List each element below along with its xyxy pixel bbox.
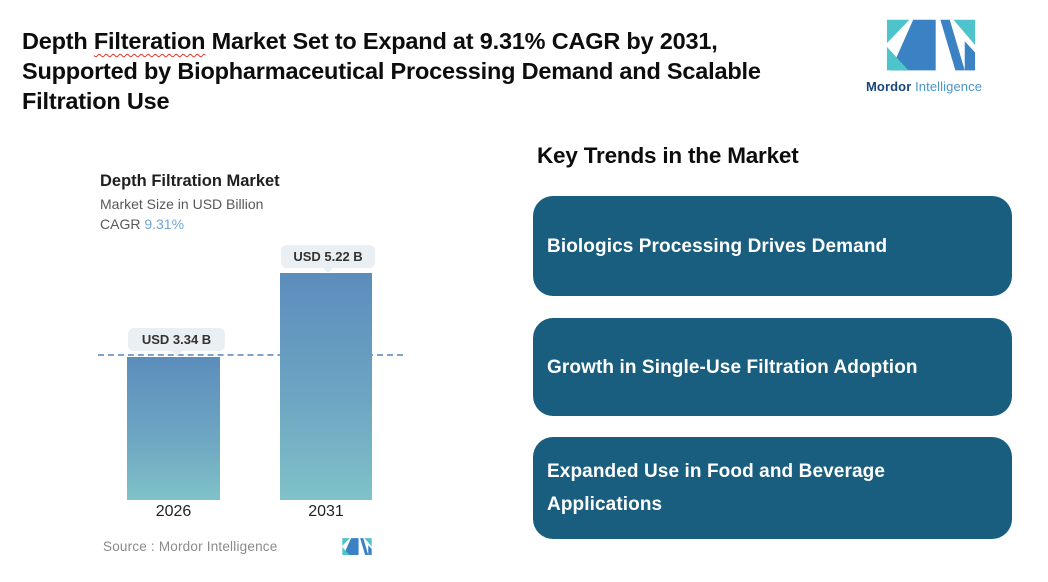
trend-card-food-beverage: Expanded Use in Food and Beverage Applic…	[533, 437, 1012, 539]
x-axis-label-2031: 2031	[308, 503, 344, 520]
page-title: Depth Filteration Market Set to Expand a…	[22, 26, 880, 116]
trend-card-text: Expanded Use in Food and Beverage Applic…	[547, 461, 885, 515]
page-title-line1: Depth Filteration Market Set to Expand a…	[22, 26, 880, 56]
bar-2031	[280, 273, 372, 500]
trend-card-biologics: Biologics Processing Drives Demand	[533, 196, 1012, 296]
chart-cagr: CAGR 9.31%	[100, 216, 184, 232]
logo-brand-light: Intelligence	[915, 79, 983, 94]
chart-subtitle: Market Size in USD Billion	[100, 196, 264, 212]
trend-card-text: Biologics Processing Drives Demand	[547, 235, 888, 257]
x-axis-label-2026: 2026	[155, 503, 192, 520]
logo-brand-bold: Mordor	[866, 79, 912, 94]
bar-label-2026: USD 3.34 B	[128, 328, 225, 356]
mordor-intelligence-logo-icon	[886, 19, 976, 71]
title-text-rest: Market Set to Expand at 9.31% CAGR by 20…	[205, 28, 718, 54]
chart-title: Depth Filtration Market	[100, 172, 280, 190]
bar-label-2031: USD 5.22 B	[281, 245, 375, 273]
logo-wordmark: Mordor Intelligence	[866, 79, 996, 94]
key-trends-heading: Key Trends in the Market	[537, 143, 799, 168]
cagr-label: CAGR	[100, 216, 141, 232]
cagr-value: 9.31%	[144, 216, 185, 232]
page-title-line2: Supported by Biopharmaceutical Processin…	[22, 58, 761, 84]
reference-dashed-line	[98, 354, 403, 356]
mordor-intelligence-logo: Mordor Intelligence	[866, 16, 996, 94]
title-misspelled-word: Filteration	[93, 28, 206, 54]
trend-card-single-use: Growth in Single-Use Filtration Adoption	[533, 318, 1012, 416]
bar-2026	[127, 357, 220, 500]
trend-card-text: Growth in Single-Use Filtration Adoption	[547, 356, 918, 378]
page-title-line3: Filtration Use	[22, 88, 170, 114]
mordor-intelligence-mini-logo-icon	[342, 538, 372, 555]
title-text-pre: Depth	[22, 28, 94, 54]
chart-source: Source : Mordor Intelligence	[103, 539, 278, 554]
